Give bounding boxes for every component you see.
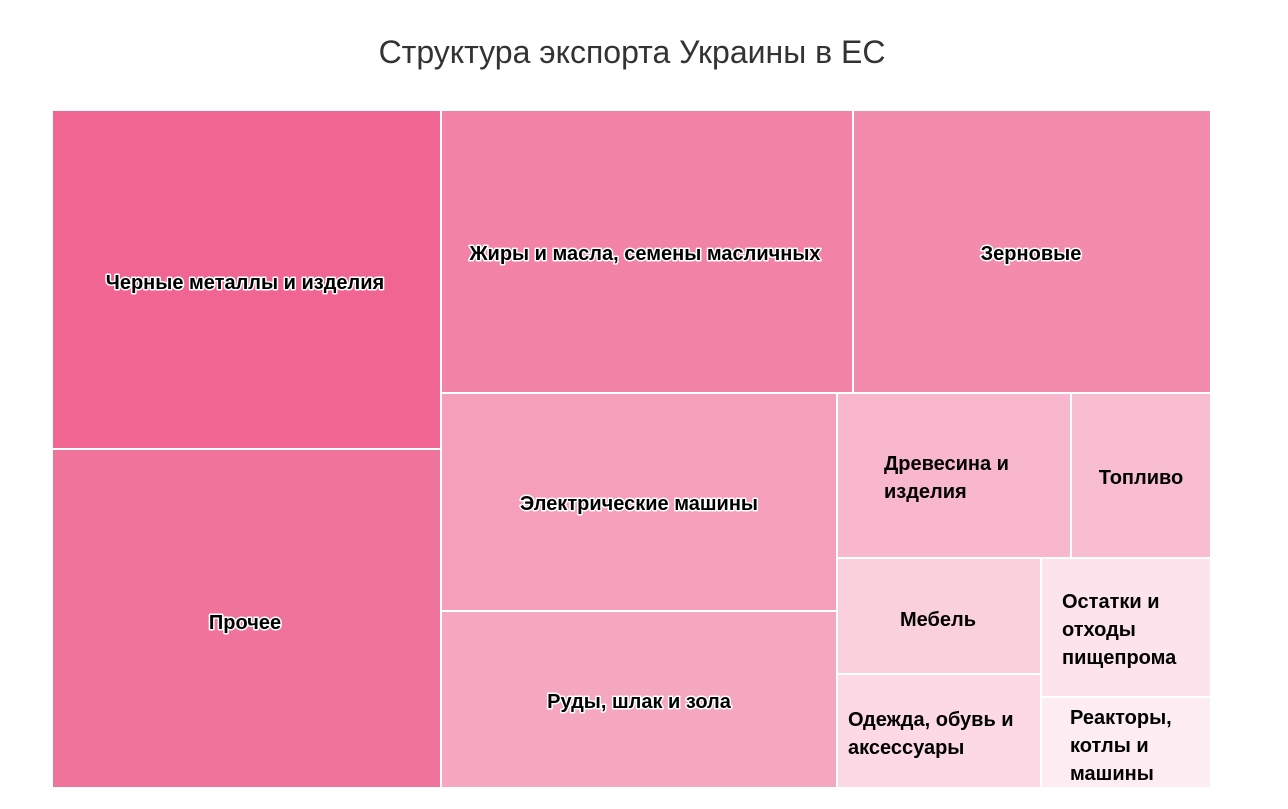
treemap-label-line: Остатки и bbox=[1062, 591, 1160, 613]
treemap-label: Топливо bbox=[1099, 467, 1184, 489]
treemap-label-line: котлы и bbox=[1070, 735, 1149, 757]
chart-title: Структура экспорта Украины в ЕС bbox=[378, 34, 886, 70]
treemap-cell-7: Древесина и изделия bbox=[836, 392, 1072, 559]
treemap-label-line: Зерновые bbox=[981, 243, 1082, 265]
treemap-label-line: Мебель bbox=[900, 609, 976, 631]
treemap-label: Мебель bbox=[900, 609, 976, 631]
treemap-label-line: изделия bbox=[884, 481, 967, 503]
treemap-label: Зерновые bbox=[981, 243, 1082, 265]
treemap-cell-6: Руды, шлак и зола bbox=[440, 610, 838, 789]
treemap-cell-9: Мебель bbox=[836, 557, 1042, 675]
treemap-label: Электрические машины bbox=[520, 493, 758, 515]
treemap-label-line: Реакторы, bbox=[1070, 707, 1172, 729]
treemap-label-line: машины bbox=[1070, 763, 1154, 785]
treemap-label: Жиры и масла, семены масличных bbox=[468, 243, 820, 265]
treemap-label: Одежда, обувь и аксессуары bbox=[848, 709, 1014, 759]
treemap-rect bbox=[836, 392, 1072, 559]
treemap-label-line: Древесина и bbox=[884, 453, 1009, 475]
treemap-label: Черные металлы и изделия bbox=[106, 272, 384, 294]
treemap-label: Остатки и отходы пищепрома bbox=[1062, 591, 1177, 669]
treemap-cell-8: Топливо bbox=[1070, 392, 1212, 559]
treemap-label-line: пищепрома bbox=[1062, 647, 1177, 669]
treemap-label-line: Одежда, обувь и bbox=[848, 709, 1014, 731]
treemap-cell-11: Одежда, обувь и аксессуары bbox=[836, 673, 1042, 789]
treemap-cell-1: Черные металлы и изделия bbox=[51, 109, 442, 450]
treemap-cell-10: Остатки и отходы пищепрома bbox=[1040, 557, 1212, 698]
treemap-label-line: Прочее bbox=[209, 612, 281, 634]
treemap-label-line: Электрические машины bbox=[520, 493, 758, 515]
treemap-rect bbox=[51, 109, 442, 450]
treemap-rect bbox=[440, 109, 854, 394]
treemap-rect bbox=[1040, 696, 1212, 789]
treemap-label: Руды, шлак и зола bbox=[547, 691, 732, 713]
treemap-label-line: Топливо bbox=[1099, 467, 1184, 489]
treemap-label-line: отходы bbox=[1062, 619, 1136, 641]
treemap-rect bbox=[1040, 557, 1212, 698]
treemap-rect bbox=[836, 673, 1042, 789]
treemap-rect bbox=[852, 109, 1212, 394]
treemap-label-line: Черные металлы и изделия bbox=[106, 272, 384, 294]
treemap-label-line: Руды, шлак и зола bbox=[547, 691, 732, 713]
treemap-rect bbox=[440, 610, 838, 789]
treemap-cell-4: Зерновые bbox=[852, 109, 1212, 394]
treemap-cell-3: Жиры и масла, семены масличных bbox=[440, 109, 854, 394]
treemap-cell-12: Реакторы, котлы и машины bbox=[1040, 696, 1212, 789]
treemap-label: Реакторы, котлы и машины bbox=[1070, 707, 1172, 785]
treemap-label-line: Жиры и масла, семены масличных bbox=[468, 243, 820, 265]
treemap-cell-2: Прочее bbox=[51, 448, 442, 789]
treemap-rect bbox=[51, 448, 442, 789]
treemap-label-line: аксессуары bbox=[848, 737, 964, 759]
treemap-label: Прочее bbox=[209, 612, 281, 634]
treemap-cell-5: Электрические машины bbox=[440, 392, 838, 612]
treemap-label: Древесина и изделия bbox=[884, 453, 1009, 503]
